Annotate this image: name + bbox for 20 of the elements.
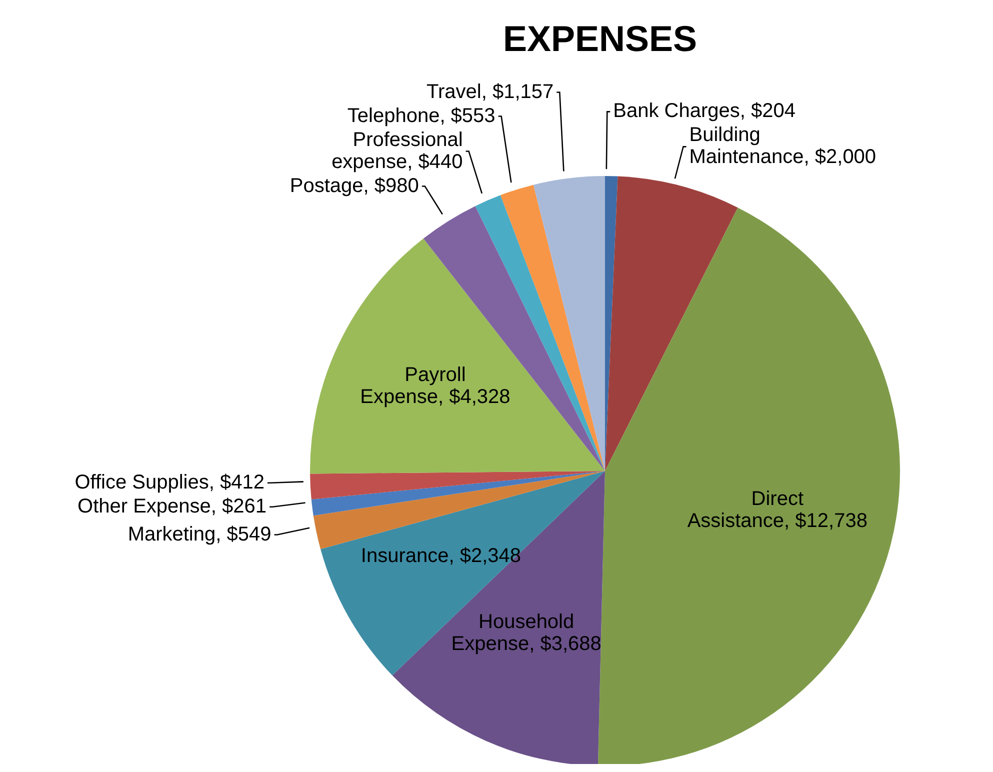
slice-label: Travel, $1,157	[426, 80, 554, 103]
slice-label: Professional expense, $440	[332, 128, 463, 173]
slice-label: Insurance, $2,348	[360, 544, 522, 567]
slice-label: Bank Charges, $204	[613, 100, 796, 122]
pie-slice	[310, 238, 605, 474]
slice-label: Postage, $980	[290, 174, 419, 197]
pie-slice	[605, 176, 738, 471]
pie-slice	[320, 471, 605, 676]
chart-title: EXPENSES	[502, 18, 698, 60]
slice-label: Marketing, $549	[128, 523, 272, 546]
pie-slice	[311, 471, 605, 516]
slice-label: Direct Assistance, $12,738	[687, 488, 868, 532]
slice-label: Office Supplies, $412	[74, 471, 264, 494]
slice-label: Building Maintenance, $2,000	[689, 124, 876, 168]
pie-slice	[533, 176, 605, 471]
pie-slice	[310, 471, 605, 500]
slice-label: Household Expense, $3,688	[451, 610, 602, 655]
slice-label: Payroll Expense, $4,328	[360, 364, 510, 408]
slice-label: Telephone, $553	[347, 104, 496, 127]
slice-label: Other Expense, $261	[78, 495, 267, 518]
